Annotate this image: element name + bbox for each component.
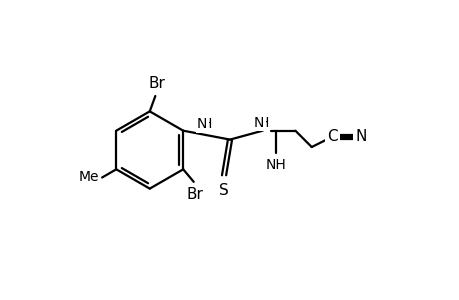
Text: Br: Br <box>148 76 165 91</box>
Text: N: N <box>196 117 207 131</box>
Text: Me: Me <box>78 170 99 184</box>
Text: H: H <box>201 117 211 131</box>
Text: NH: NH <box>265 158 286 172</box>
Text: S: S <box>218 183 229 198</box>
Text: C: C <box>326 129 337 144</box>
Text: N: N <box>354 129 366 144</box>
Text: H: H <box>258 116 268 130</box>
Text: Br: Br <box>186 187 203 202</box>
Text: N: N <box>253 116 264 130</box>
